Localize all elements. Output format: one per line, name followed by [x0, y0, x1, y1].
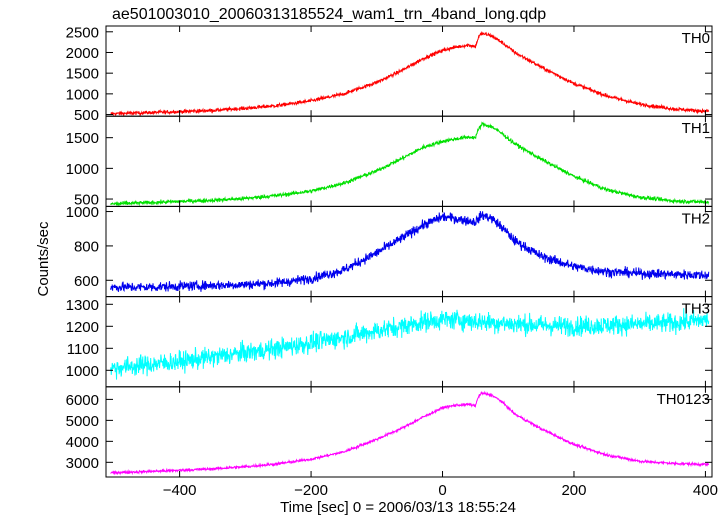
y-tick-label: 500	[74, 107, 99, 124]
x-tick-label: 200	[561, 482, 586, 499]
panel-frame	[105, 386, 713, 478]
series-line-th3	[110, 308, 710, 380]
chart-title: ae501003010_20060313185524_wam1_trn_4ban…	[112, 6, 546, 23]
y-tick-label: 1100	[67, 341, 99, 358]
x-axis-label: Time [sec] 0 = 2006/03/13 18:55:24	[280, 499, 516, 516]
panel-frame	[105, 25, 713, 117]
panel-label-th0123: TH0123	[657, 391, 710, 408]
x-tick-label: 0	[438, 482, 446, 499]
panel-label-th2: TH2	[682, 210, 710, 227]
y-tick-label: 2000	[66, 45, 99, 62]
x-tick-label: 400	[693, 482, 718, 499]
y-tick-label: 1500	[66, 66, 99, 83]
y-tick-label: 1000	[66, 161, 99, 178]
y-axis-label: Counts/sec	[35, 221, 52, 297]
panel-th0: 500 1000 1500 2000 2500 TH0	[66, 24, 713, 124]
panel-th0123: 3000 4000 5000 6000 TH0123	[66, 386, 713, 478]
y-tick-label: 1200	[66, 319, 99, 336]
y-tick-label: 5000	[66, 413, 99, 430]
y-tick-label: 1300	[66, 297, 99, 314]
panel-th2: 600 800 1000 TH2	[66, 204, 713, 298]
y-tick-label: 800	[74, 238, 99, 255]
y-tick-label: 1000	[66, 363, 99, 380]
y-tick-label: 600	[74, 273, 99, 290]
panel-frame	[105, 296, 713, 388]
series-line-th0123	[110, 390, 710, 476]
y-tick-label: 4000	[66, 434, 99, 451]
panel-th1: 500 1000 1500 TH1	[66, 115, 713, 209]
panel-label-th1: TH1	[682, 120, 710, 137]
panel-label-th0: TH0	[682, 30, 710, 47]
y-tick-label: 3000	[66, 455, 99, 472]
y-tick-label: 500	[74, 192, 99, 209]
y-tick-label: 6000	[66, 392, 99, 409]
y-tick-label: 1000	[66, 204, 99, 221]
panel-th3: 1000 1100 1200 1300 TH3	[66, 296, 713, 388]
y-tick-label: 1000	[66, 86, 99, 103]
series-line-th0	[110, 30, 710, 117]
x-tick-label: −400	[163, 482, 197, 499]
y-tick-label: 2500	[66, 24, 99, 41]
x-tick-label: −200	[294, 482, 328, 499]
y-tick-label: 1500	[66, 130, 99, 147]
series-line-th2	[110, 211, 710, 292]
panel-label-th3: TH3	[682, 301, 710, 318]
series-line-th1	[110, 121, 710, 207]
